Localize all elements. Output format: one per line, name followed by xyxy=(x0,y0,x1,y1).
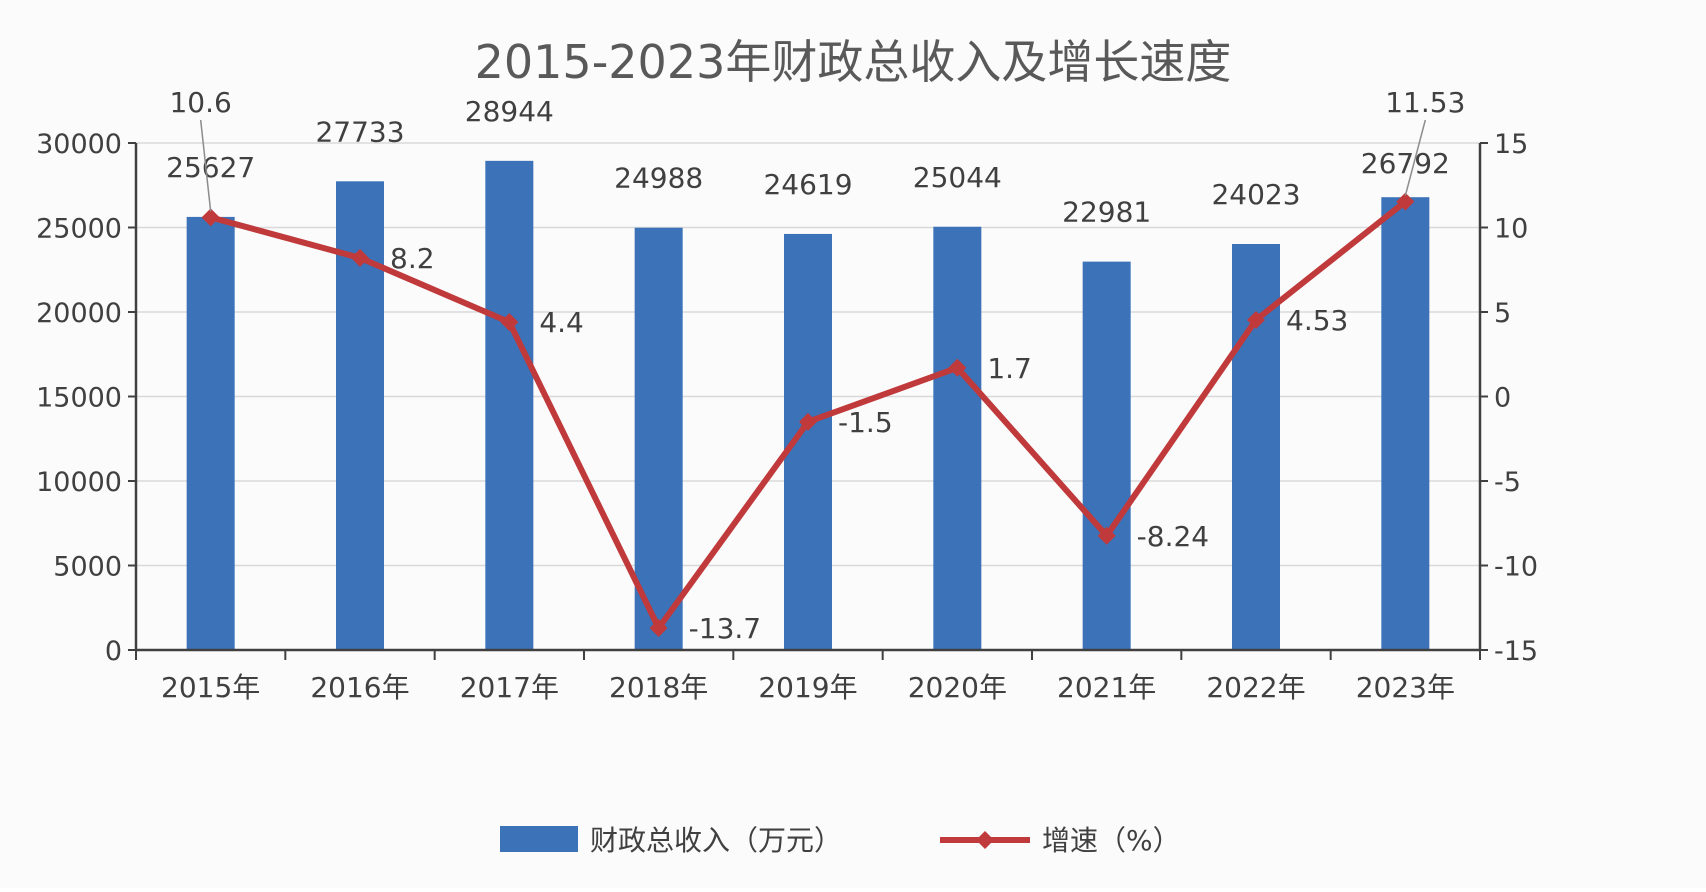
legend-bar-label: 财政总收入（万元） xyxy=(590,824,842,857)
line-point-marker xyxy=(201,208,220,227)
line-data-label: -13.7 xyxy=(689,612,761,645)
leader-line xyxy=(199,119,212,212)
y-left-tick-label: 20000 xyxy=(36,298,122,329)
bar-data-labels: 25627 27733 28944 24988 24619 25044 22981 24023… xyxy=(166,95,1450,229)
bar xyxy=(634,227,683,650)
x-tick-label: 2023年 xyxy=(1356,671,1455,704)
legend-line-label: 增速（%） xyxy=(1042,824,1181,857)
line-data-label: 8.2 xyxy=(390,242,435,275)
bar-data-label: 28944 xyxy=(465,95,554,128)
bar xyxy=(1381,197,1430,650)
bar-data-label: 24619 xyxy=(763,168,852,201)
line-point-marker xyxy=(799,412,817,431)
x-tick-label: 2019年 xyxy=(758,671,857,704)
bar-data-label: 25044 xyxy=(913,161,1002,194)
y-left-tick-label: 10000 xyxy=(36,467,122,498)
y-right-tick-label: 0 xyxy=(1494,383,1511,414)
line-data-label: -1.5 xyxy=(838,406,893,439)
y-right-tick-label: -15 xyxy=(1494,636,1538,667)
line-point-marker xyxy=(649,619,668,638)
line-point-marker xyxy=(948,358,967,377)
line-data-label: 11.53 xyxy=(1385,86,1465,119)
y-left-tick-label: 25000 xyxy=(36,214,122,245)
legend: 财政总收入（万元） 增速（%） xyxy=(500,824,1181,857)
bar xyxy=(485,160,534,650)
y-right-tick-label: -10 xyxy=(1494,552,1538,583)
line-data-label: 4.53 xyxy=(1286,304,1348,337)
bar-series xyxy=(186,160,1430,651)
line-data-label: 4.4 xyxy=(539,306,584,339)
bar-data-label: 22981 xyxy=(1062,196,1151,229)
line-data-label: 1.7 xyxy=(987,352,1032,385)
line-data-labels: 10.6 8.2 4.4 -13.7 -1.5 1.7 -8.24 4.53 11.53 xyxy=(169,86,1465,645)
x-tick-label: 2021年 xyxy=(1057,671,1156,704)
y-left-tick-label: 5000 xyxy=(53,552,122,583)
y-right-tick-label: 15 xyxy=(1494,129,1528,160)
y-left-tick-label: 0 xyxy=(105,636,122,667)
x-tick-label: 2018年 xyxy=(609,671,708,704)
chart-title: 2015-2023年财政总收入及增长速度 xyxy=(475,35,1232,89)
bar xyxy=(1082,261,1131,650)
bar-data-label: 25627 xyxy=(166,151,255,184)
legend-bar-swatch xyxy=(500,826,578,852)
line-point-marker xyxy=(351,248,369,267)
y-left-tick-label: 30000 xyxy=(36,129,122,160)
line-point-marker xyxy=(1247,310,1265,329)
line-point-marker xyxy=(1396,192,1415,211)
x-tick-label: 2017年 xyxy=(460,671,559,704)
x-tick-label: 2020年 xyxy=(908,671,1007,704)
line-data-label: 10.6 xyxy=(169,86,231,119)
line-data-label: -8.24 xyxy=(1137,520,1209,553)
y-right-tick-label: 10 xyxy=(1494,214,1528,245)
bar-data-label: 27733 xyxy=(315,115,404,148)
bar-data-label: 26792 xyxy=(1361,147,1450,180)
y-right-tick-label: -5 xyxy=(1494,467,1521,498)
leader-line xyxy=(1404,119,1427,196)
x-tick-label: 2022年 xyxy=(1206,671,1305,704)
bar xyxy=(933,226,982,650)
x-tick-label: 2016年 xyxy=(310,671,409,704)
y-right-tick-label: 5 xyxy=(1494,298,1511,329)
line-point-marker xyxy=(500,313,519,332)
bar-data-label: 24023 xyxy=(1211,178,1300,211)
line-point-marker xyxy=(1097,526,1116,545)
legend-line-marker xyxy=(976,831,994,849)
axes: 0 5000 10000 15000 20000 25000 30000 -15 -10 -5 0 5… xyxy=(36,129,1538,704)
bar xyxy=(186,216,235,651)
y-left-tick-label: 15000 xyxy=(36,383,122,414)
bar-data-label: 24988 xyxy=(614,162,703,195)
x-tick-label: 2015年 xyxy=(161,671,260,704)
line-series xyxy=(201,192,1415,638)
